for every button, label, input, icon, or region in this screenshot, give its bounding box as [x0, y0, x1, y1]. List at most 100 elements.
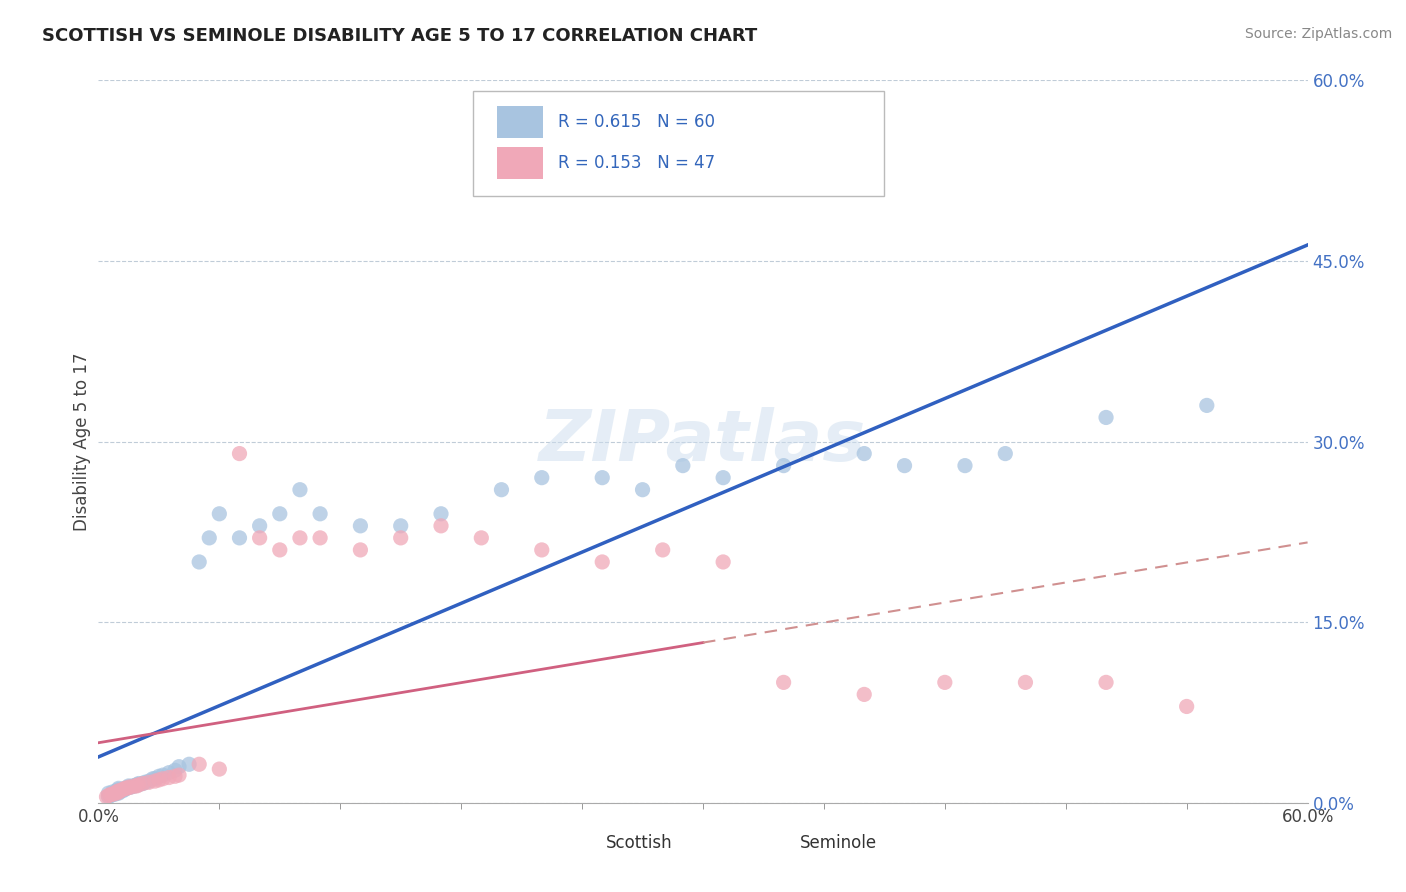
Point	[107, 785, 129, 799]
Point	[188, 757, 211, 772]
Point	[128, 778, 150, 792]
Point	[934, 675, 956, 690]
Text: Source: ZipAtlas.com: Source: ZipAtlas.com	[1244, 27, 1392, 41]
Point	[1195, 398, 1218, 412]
Point	[143, 772, 166, 786]
Point	[96, 789, 118, 804]
Point	[107, 786, 129, 800]
Point	[121, 779, 143, 793]
Text: Seminole: Seminole	[800, 834, 877, 852]
Point	[530, 542, 553, 557]
Bar	[498, 105, 543, 138]
Point	[208, 762, 231, 776]
Point	[101, 788, 124, 802]
Point	[309, 507, 332, 521]
Point	[124, 779, 146, 793]
Point	[152, 772, 174, 786]
Point	[143, 774, 166, 789]
Point	[994, 446, 1017, 460]
Point	[114, 781, 136, 796]
Point	[107, 784, 129, 798]
Point	[115, 781, 138, 796]
Point	[125, 779, 148, 793]
Point	[125, 778, 148, 792]
Point	[953, 458, 976, 473]
Point	[97, 789, 120, 804]
Point	[349, 542, 371, 557]
Point	[208, 507, 231, 521]
Point	[198, 531, 221, 545]
Point	[115, 781, 138, 796]
Text: R = 0.615   N = 60: R = 0.615 N = 60	[558, 113, 714, 131]
Point	[107, 782, 129, 797]
Point	[111, 784, 134, 798]
Point	[157, 765, 180, 780]
Point	[148, 772, 170, 787]
Point	[107, 781, 129, 796]
Point	[491, 483, 513, 497]
Point	[105, 785, 128, 799]
Point	[120, 780, 142, 794]
Point	[118, 780, 141, 794]
Point	[853, 446, 876, 460]
Point	[120, 780, 142, 794]
Point	[124, 779, 146, 793]
Point	[163, 764, 186, 778]
Point	[148, 769, 170, 783]
Point	[114, 781, 136, 796]
Point	[152, 768, 174, 782]
Point	[651, 542, 673, 557]
Point	[772, 675, 794, 690]
Point	[430, 507, 453, 521]
Point	[100, 788, 122, 802]
Point	[103, 788, 125, 802]
Point	[132, 776, 155, 790]
Point	[228, 446, 250, 460]
Point	[114, 782, 136, 797]
Point	[105, 786, 128, 800]
Point	[1014, 675, 1036, 690]
Y-axis label: Disability Age 5 to 17: Disability Age 5 to 17	[73, 352, 91, 531]
Point	[288, 531, 311, 545]
Point	[138, 774, 160, 789]
Point	[711, 470, 734, 484]
Point	[249, 518, 271, 533]
Point	[631, 483, 654, 497]
Bar	[498, 147, 543, 179]
Point	[134, 775, 156, 789]
Point	[1095, 410, 1118, 425]
Point	[249, 531, 271, 545]
Point	[591, 555, 613, 569]
Point	[97, 786, 120, 800]
Point	[118, 780, 141, 794]
Point	[269, 507, 291, 521]
Point	[591, 470, 613, 484]
Text: Scottish: Scottish	[606, 834, 673, 852]
Text: ZIPatlas: ZIPatlas	[540, 407, 866, 476]
Point	[269, 542, 291, 557]
Point	[672, 458, 695, 473]
Point	[179, 757, 201, 772]
Point	[118, 779, 141, 793]
Point	[107, 785, 129, 799]
Point	[309, 531, 332, 545]
Point	[228, 531, 250, 545]
Point	[138, 775, 160, 789]
Point	[103, 786, 125, 800]
Point	[430, 518, 453, 533]
Point	[1175, 699, 1198, 714]
Point	[288, 483, 311, 497]
Point	[157, 771, 180, 785]
Point	[167, 760, 190, 774]
Point	[132, 776, 155, 790]
Text: SCOTTISH VS SEMINOLE DISABILITY AGE 5 TO 17 CORRELATION CHART: SCOTTISH VS SEMINOLE DISABILITY AGE 5 TO…	[42, 27, 758, 45]
Point	[349, 518, 371, 533]
Point	[389, 531, 412, 545]
Point	[711, 555, 734, 569]
Point	[101, 788, 124, 802]
Point	[142, 772, 165, 786]
Bar	[564, 831, 598, 854]
Point	[97, 789, 120, 803]
Point	[163, 769, 186, 783]
Point	[853, 687, 876, 701]
